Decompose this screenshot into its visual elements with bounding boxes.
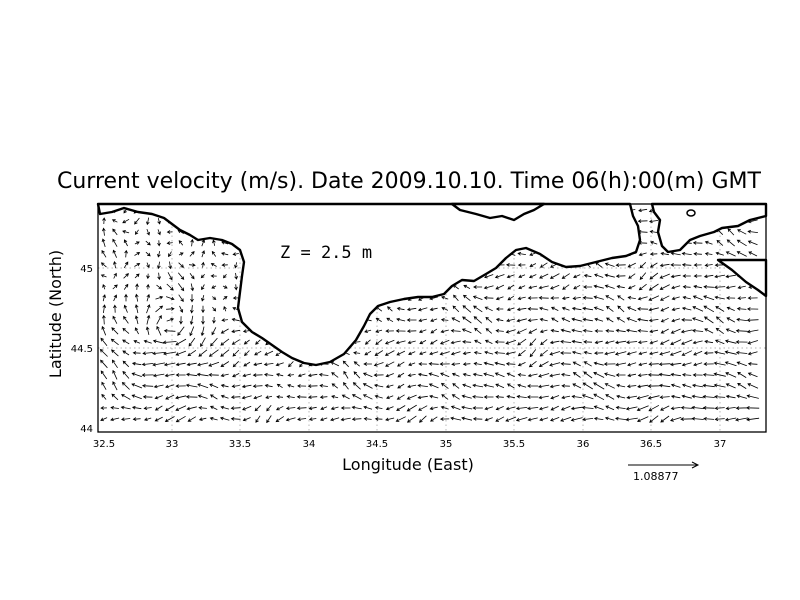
y-axis-ticks: 44 44.5 45	[71, 264, 93, 435]
x-tick-label: 33.5	[229, 439, 251, 450]
y-axis-label: Latitude (North)	[46, 250, 65, 378]
x-tick-label: 34.5	[366, 439, 388, 450]
x-tick-label: 35.5	[503, 439, 525, 450]
x-tick-label: 32.5	[93, 439, 115, 450]
x-tick-label: 33	[166, 439, 179, 450]
azov-shore-top	[450, 202, 546, 222]
depth-label: Z = 2.5 m	[280, 243, 372, 263]
x-tick-label: 34	[303, 439, 316, 450]
map-title: Current velocity (m/s). Date 2009.10.10.…	[57, 169, 762, 194]
coastline	[96, 202, 768, 367]
y-tick-label: 45	[80, 264, 93, 275]
map-frame	[97, 203, 767, 433]
kerch-peninsula-north	[650, 202, 768, 254]
x-axis-ticks: 32.5 33 33.5 34 34.5 35 35.5 36 36.5 37	[93, 439, 727, 450]
y-tick-label: 44.5	[71, 344, 93, 355]
x-tick-label: 35	[440, 439, 453, 450]
x-tick-label: 37	[714, 439, 727, 450]
scale-vector-label: 1.08877	[633, 470, 679, 483]
kerch-island	[686, 209, 696, 217]
kerch-strait-coast	[716, 258, 768, 298]
x-tick-label: 36	[577, 439, 590, 450]
x-axis-label: Longitude (East)	[342, 455, 474, 474]
y-tick-label: 44	[80, 424, 93, 435]
scale-vector: 1.08877	[628, 461, 700, 483]
crimea-land	[96, 202, 642, 367]
x-tick-label: 36.5	[640, 439, 662, 450]
